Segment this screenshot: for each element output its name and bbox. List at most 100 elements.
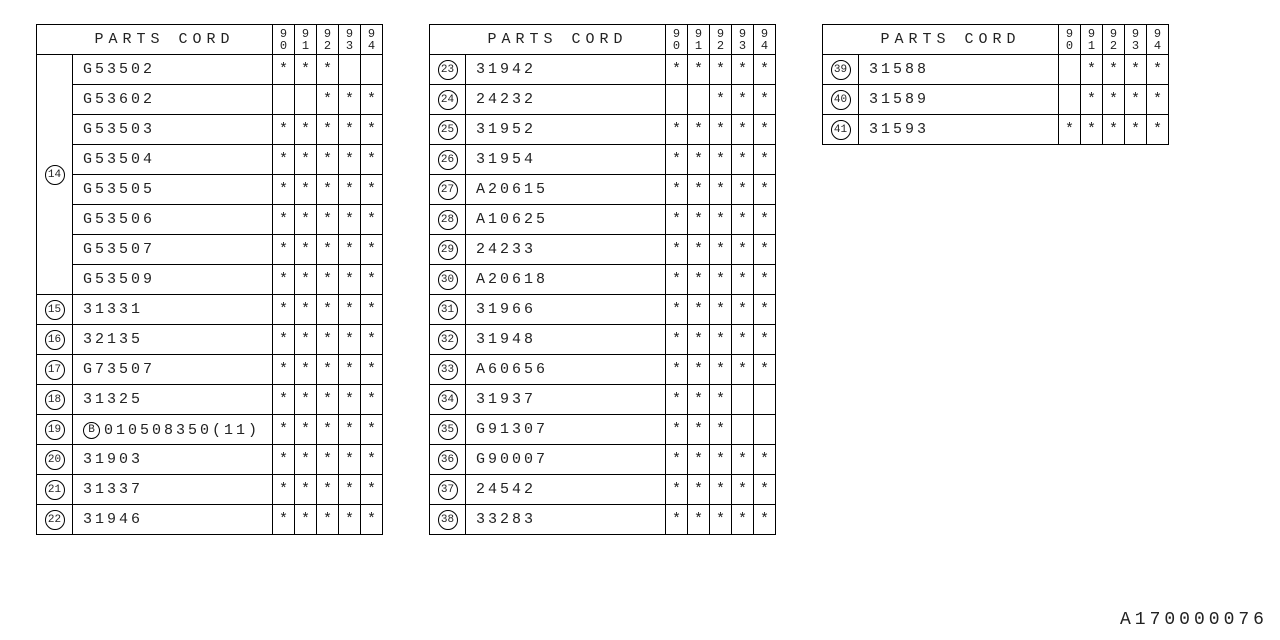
mark-cell: * [688,355,710,385]
mark-cell: * [295,475,317,505]
mark-cell: * [317,85,339,115]
mark-cell [295,85,317,115]
mark-cell: * [754,475,776,505]
mark-cell [732,385,754,415]
mark-cell: * [666,205,688,235]
mark-cell: * [754,55,776,85]
mark-cell: * [339,295,361,325]
mark-cell [688,85,710,115]
part-number-cell: 24542 [466,475,666,505]
part-number-cell: 31948 [466,325,666,355]
mark-cell: * [295,355,317,385]
mark-cell: * [688,415,710,445]
item-number-cell: 23 [430,55,466,85]
table-row: 17G73507***** [37,355,383,385]
mark-cell: * [273,355,295,385]
mark-cell: * [295,445,317,475]
mark-cell: * [273,505,295,535]
mark-cell: * [710,505,732,535]
mark-cell [361,55,383,85]
part-badge: B [83,422,100,439]
mark-cell: * [317,445,339,475]
mark-cell: * [295,415,317,445]
table-row: 19B010508350(11)***** [37,415,383,445]
mark-cell: * [754,205,776,235]
mark-cell: * [754,505,776,535]
mark-cell: * [732,55,754,85]
table-row: 30A20618***** [430,265,776,295]
mark-cell: * [754,295,776,325]
item-number-cell: 24 [430,85,466,115]
mark-cell [754,385,776,415]
part-number-cell: 32135 [73,325,273,355]
table-row: 14G53502*** [37,55,383,85]
mark-cell: * [710,265,732,295]
year-header: 92 [710,25,732,55]
mark-cell: * [273,295,295,325]
mark-cell: * [732,505,754,535]
mark-cell: * [710,115,732,145]
item-number-cell: 32 [430,325,466,355]
mark-cell: * [317,175,339,205]
item-number-badge: 39 [831,60,851,80]
table-row: G53504***** [37,145,383,175]
table-row: G53505***** [37,175,383,205]
table-row: 28A10625***** [430,205,776,235]
mark-cell: * [732,445,754,475]
table-row: 4131593***** [823,115,1169,145]
mark-cell: * [666,415,688,445]
mark-cell: * [710,295,732,325]
year-header: 92 [1103,25,1125,55]
parts-table: PARTS CORD909192939414G53502***G53602***… [36,24,383,535]
mark-cell: * [1103,85,1125,115]
mark-cell: * [1125,85,1147,115]
item-number-badge: 27 [438,180,458,200]
mark-cell: * [317,505,339,535]
mark-cell: * [732,205,754,235]
mark-cell: * [754,445,776,475]
mark-cell: * [361,505,383,535]
mark-cell: * [754,85,776,115]
mark-cell: * [361,445,383,475]
item-number-badge: 31 [438,300,458,320]
mark-cell: * [273,445,295,475]
item-number-badge: 16 [45,330,65,350]
mark-cell: * [361,115,383,145]
mark-cell: * [688,265,710,295]
part-number-cell: 31337 [73,475,273,505]
mark-cell: * [317,355,339,385]
mark-cell: * [1125,115,1147,145]
table-row: 1531331***** [37,295,383,325]
mark-cell: * [361,205,383,235]
mark-cell: * [710,205,732,235]
item-number-badge: 15 [45,300,65,320]
part-number-cell: 31589 [859,85,1059,115]
table-title: PARTS CORD [37,25,273,55]
mark-cell: * [361,235,383,265]
mark-cell: * [339,175,361,205]
part-number-cell: G53503 [73,115,273,145]
mark-cell: * [339,265,361,295]
mark-cell: * [295,265,317,295]
mark-cell: * [666,55,688,85]
item-number-cell: 14 [37,55,73,295]
item-number-cell: 19 [37,415,73,445]
mark-cell: * [688,55,710,85]
mark-cell: * [666,235,688,265]
mark-cell: * [339,415,361,445]
part-number-cell: G91307 [466,415,666,445]
year-header: 93 [1125,25,1147,55]
part-number-cell: 31937 [466,385,666,415]
item-number-badge: 38 [438,510,458,530]
item-number-badge: 17 [45,360,65,380]
mark-cell: * [666,175,688,205]
mark-cell: * [317,55,339,85]
part-number-cell: 31593 [859,115,1059,145]
mark-cell: * [317,475,339,505]
part-number-cell: B010508350(11) [73,415,273,445]
mark-cell: * [666,355,688,385]
mark-cell: * [339,355,361,385]
year-header: 90 [273,25,295,55]
item-number-cell: 21 [37,475,73,505]
part-number-cell: 31954 [466,145,666,175]
